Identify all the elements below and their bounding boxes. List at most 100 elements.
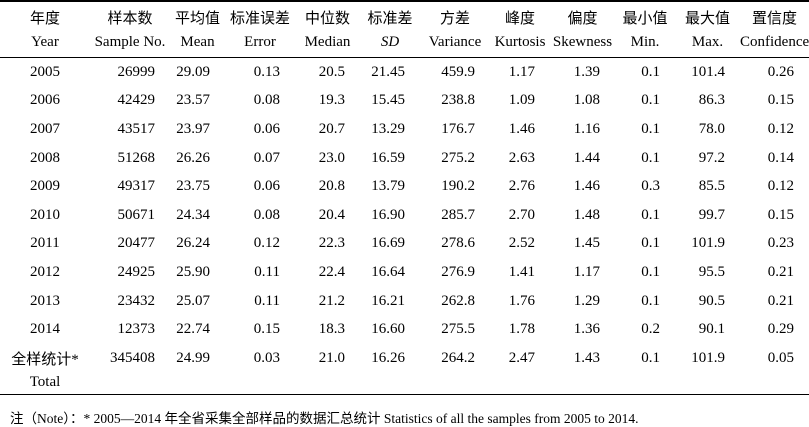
value-cell: 13.29: [371, 120, 405, 137]
header-zh-label: 置信度: [751, 11, 797, 27]
header-zh-label: 方差: [439, 11, 470, 27]
value-cell: 0.14: [767, 149, 794, 166]
value-cell: 0.1: [641, 235, 660, 252]
value-cell: 43517: [117, 120, 156, 137]
header-zh-label: 中位数: [304, 11, 350, 27]
value-cell: 0.11: [254, 292, 280, 309]
value-cell: 23.75: [176, 178, 210, 195]
value-cell: 42429: [117, 92, 156, 109]
value-cell: 24.34: [176, 206, 210, 223]
value-cell: 21.0: [318, 349, 345, 366]
header-en-label: Median: [304, 33, 351, 50]
value-cell: 22.3: [318, 235, 345, 252]
year-cell: 2012: [30, 263, 60, 280]
header-en-label: Sample No.: [94, 33, 166, 50]
header-cell-variance: 方差 Variance: [420, 1, 490, 58]
table-body: 2005 26999 29.09 0.13 20.5 21.45 459.9 1.17 1.39…: [0, 58, 809, 395]
value-cell: 20.7: [318, 120, 345, 137]
value-cell: 99.7: [698, 206, 725, 223]
value-cell: 0.2: [641, 321, 660, 338]
value-cell: 78.0: [698, 120, 725, 137]
table-row: 2011 20477 26.24 0.12 22.3 16.69 278.6 2.52 1.45…: [0, 230, 809, 259]
header-en-label: Skewness: [552, 33, 613, 50]
value-cell: 1.17: [573, 263, 600, 280]
header-en-label: Kurtosis: [494, 33, 546, 50]
value-cell: 21.2: [318, 292, 345, 309]
value-cell: 1.46: [573, 178, 600, 195]
header-en-label: Min.: [630, 33, 660, 50]
value-cell: 0.21: [767, 292, 794, 309]
value-cell: 1.46: [508, 120, 535, 137]
value-cell: 22.4: [318, 263, 345, 280]
value-cell: 459.9: [441, 63, 475, 80]
value-cell: 26999: [117, 63, 156, 80]
table-row: 2013 23432 25.07 0.11 21.2 16.21 262.8 1.76 1.29…: [0, 287, 809, 316]
value-cell: 1.08: [573, 92, 600, 109]
header-cell-kurtosis: 峰度 Kurtosis: [490, 1, 550, 58]
value-cell: 90.5: [698, 292, 725, 309]
value-cell: 0.23: [767, 235, 794, 252]
value-cell: 1.36: [573, 321, 600, 338]
value-cell: 1.09: [508, 92, 535, 109]
header-zh-label: 最小值: [622, 11, 668, 27]
header-zh-label: 标准差: [367, 11, 413, 27]
value-cell: 275.2: [441, 149, 475, 166]
table-row: 2010 50671 24.34 0.08 20.4 16.90 285.7 2.70 1.48…: [0, 201, 809, 230]
value-cell: 25.90: [176, 263, 210, 280]
value-cell: 29.09: [176, 63, 210, 80]
value-cell: 13.79: [371, 178, 405, 195]
value-cell: 26.24: [176, 235, 210, 252]
value-cell: 0.12: [767, 120, 794, 137]
value-cell: 20477: [117, 235, 156, 252]
table-row: 2006 42429 23.57 0.08 19.3 15.45 238.8 1.09 1.08…: [0, 87, 809, 116]
value-cell: 22.74: [176, 321, 210, 338]
value-cell: 0.1: [641, 149, 660, 166]
header-row: 年度 Year 样本数 Sample No. 平均值 Mean 标准误差 Error 中位数 Me…: [0, 1, 809, 58]
header-zh-label: 平均值: [174, 11, 220, 27]
value-cell: 49317: [117, 178, 156, 195]
header-zh-label: 峰度: [504, 11, 535, 27]
value-cell: 0.15: [767, 92, 794, 109]
header-cell-skewness: 偏度 Skewness: [550, 1, 615, 58]
value-cell: 16.69: [371, 235, 405, 252]
header-cell-max: 最大值 Max.: [675, 1, 740, 58]
value-cell: 275.5: [441, 321, 475, 338]
value-cell: 1.41: [508, 263, 535, 280]
value-cell: 1.44: [573, 149, 600, 166]
value-cell: 1.29: [573, 292, 600, 309]
value-cell: 23.0: [318, 149, 345, 166]
value-cell: 2.76: [508, 178, 535, 195]
value-cell: 26.26: [176, 149, 210, 166]
year-cell: 2014: [30, 321, 60, 338]
value-cell: 20.8: [318, 178, 345, 195]
value-cell: 0.12: [767, 178, 794, 195]
value-cell: 0.11: [254, 263, 280, 280]
value-cell: 21.45: [371, 63, 405, 80]
value-cell: 0.1: [641, 206, 660, 223]
header-zh-label: 偏度: [567, 11, 598, 27]
value-cell: 0.06: [253, 178, 280, 195]
value-cell: 101.9: [691, 235, 725, 252]
footnote: 注（Note）：* 2005—2014 年全省采集全部样品的数据汇总统计 Sta…: [10, 410, 639, 426]
value-cell: 0.06: [253, 120, 280, 137]
table-row: 2009 49317 23.75 0.06 20.8 13.79 190.2 2.76 1.46…: [0, 172, 809, 201]
year-cell: 2013: [30, 292, 60, 309]
header-zh-label: 年度: [29, 11, 60, 27]
value-cell: 0.1: [641, 349, 660, 366]
header-en-label: Error: [244, 33, 276, 50]
value-cell: 90.1: [698, 321, 725, 338]
value-cell: 0.08: [253, 92, 280, 109]
total-label-zh: 全样统计*: [11, 351, 79, 368]
value-cell: 18.3: [318, 321, 345, 338]
header-cell-confidence: 置信度 Confidence: [740, 1, 809, 58]
value-cell: 278.6: [441, 235, 475, 252]
value-cell: 1.17: [508, 63, 535, 80]
value-cell: 1.48: [573, 206, 600, 223]
value-cell: 24925: [117, 263, 156, 280]
statistics-table: 年度 Year 样本数 Sample No. 平均值 Mean 标准误差 Error 中位数 Me…: [0, 0, 809, 395]
header-en-label: Confidence: [740, 33, 809, 50]
value-cell: 23.97: [176, 120, 210, 137]
value-cell: 0.3: [641, 178, 660, 195]
header-cell-sd: 标准差 SD: [360, 1, 420, 58]
value-cell: 0.26: [767, 63, 794, 80]
